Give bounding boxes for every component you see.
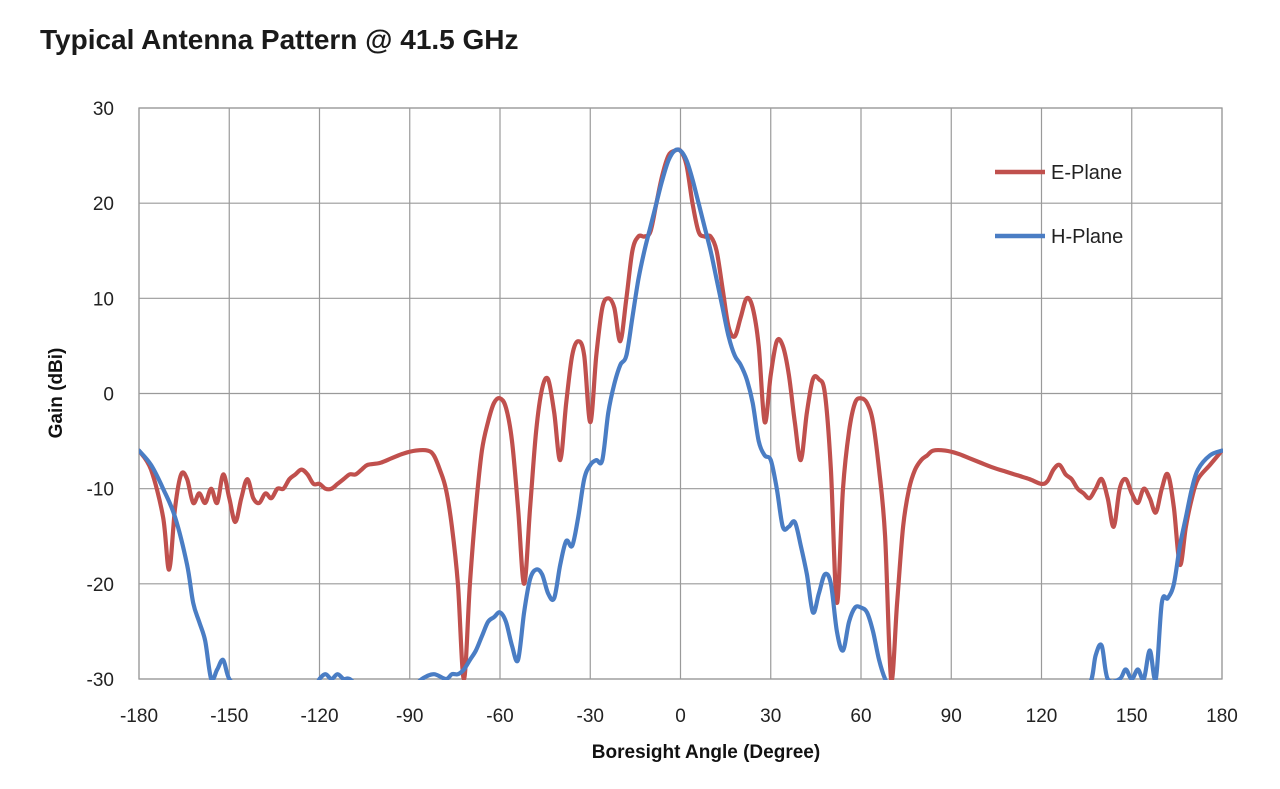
y-tick-label: 0 bbox=[103, 385, 114, 406]
x-tick-label: 180 bbox=[1206, 706, 1238, 727]
y-tick-label: 30 bbox=[93, 99, 114, 120]
x-tick-label: 90 bbox=[941, 706, 962, 727]
x-tick-label: 0 bbox=[675, 706, 686, 727]
x-tick-label: 120 bbox=[1026, 706, 1058, 727]
y-tick-label: 20 bbox=[93, 194, 114, 215]
x-tick-label: 30 bbox=[760, 706, 781, 727]
y-tick-label: -20 bbox=[87, 575, 114, 596]
legend-label-e-plane: E-Plane bbox=[1051, 162, 1122, 184]
chart-title: Typical Antenna Pattern @ 41.5 GHz bbox=[40, 24, 519, 55]
x-tick-label: -120 bbox=[300, 706, 338, 727]
y-axis-label: Gain (dBi) bbox=[46, 348, 67, 439]
x-tick-label: -90 bbox=[396, 706, 423, 727]
series-line-h-plane bbox=[139, 147, 1223, 680]
y-tick-labels: 30 20 10 0 -10 -20 -30 bbox=[87, 99, 114, 691]
x-tick-label: -150 bbox=[210, 706, 248, 727]
legend-label-h-plane: H-Plane bbox=[1051, 226, 1123, 248]
grid bbox=[138, 107, 1223, 680]
x-tick-label: -180 bbox=[120, 706, 158, 727]
x-tick-label: 60 bbox=[850, 706, 871, 727]
x-tick-label: -30 bbox=[577, 706, 604, 727]
series-group bbox=[139, 147, 1223, 680]
x-axis-label: Boresight Angle (Degree) bbox=[592, 742, 820, 763]
x-tick-labels: -180 -150 -120 -90 -60 -30 0 30 60 90 120 150 180 bbox=[120, 706, 1238, 727]
y-tick-label: -10 bbox=[87, 480, 114, 501]
y-tick-label: -30 bbox=[87, 670, 114, 691]
legend: E-Plane H-Plane bbox=[995, 162, 1123, 248]
x-tick-label: 150 bbox=[1116, 706, 1148, 727]
x-tick-label: -60 bbox=[486, 706, 513, 727]
y-tick-label: 10 bbox=[93, 289, 114, 310]
